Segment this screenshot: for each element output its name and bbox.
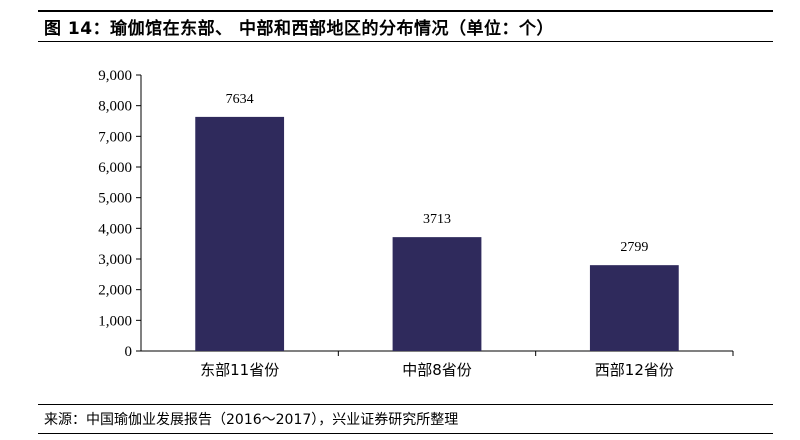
source-note: 来源：中国瑜伽业发展报告（2016～2017），兴业证券研究所整理 (44, 412, 459, 428)
source-note-bar: 来源：中国瑜伽业发展报告（2016～2017），兴业证券研究所整理 (38, 404, 773, 434)
x-category-label: 西部12省份 (595, 361, 674, 379)
y-tick-label: 0 (125, 344, 133, 360)
bar-value-label: 2799 (620, 240, 648, 255)
y-axis: 0 1,000 2,000 3,000 4,000 5,000 6,000 7,000 8,00… (98, 68, 142, 360)
bar-value-label: 3713 (423, 212, 451, 227)
y-tick-label: 5,000 (98, 191, 132, 207)
x-category-label: 中部8省份 (402, 361, 472, 379)
bar (392, 237, 482, 351)
x-axis: 东部11省份 中部8省份 西部12省份 (141, 350, 734, 379)
y-tick-label: 4,000 (98, 221, 132, 237)
bars (195, 116, 679, 352)
y-tick-label: 1,000 (98, 313, 132, 329)
data-labels: 7634 3713 2799 (226, 92, 649, 255)
chart-title: 图 14：瑜伽馆在东部、 中部和西部地区的分布情况（单位：个） (44, 19, 554, 39)
bar (195, 116, 285, 352)
y-tick-label: 3,000 (98, 252, 132, 268)
y-tick-label: 7,000 (98, 129, 132, 145)
y-tick-label: 8,000 (98, 99, 132, 115)
y-tick-label: 6,000 (98, 160, 132, 176)
y-tick-label: 2,000 (98, 283, 132, 299)
bar-value-label: 7634 (226, 92, 254, 107)
chart-title-bar: 图 14：瑜伽馆在东部、 中部和西部地区的分布情况（单位：个） (38, 10, 773, 42)
bar (589, 265, 679, 351)
x-category-label: 东部11省份 (200, 361, 279, 379)
y-tick-label: 9,000 (98, 68, 132, 84)
